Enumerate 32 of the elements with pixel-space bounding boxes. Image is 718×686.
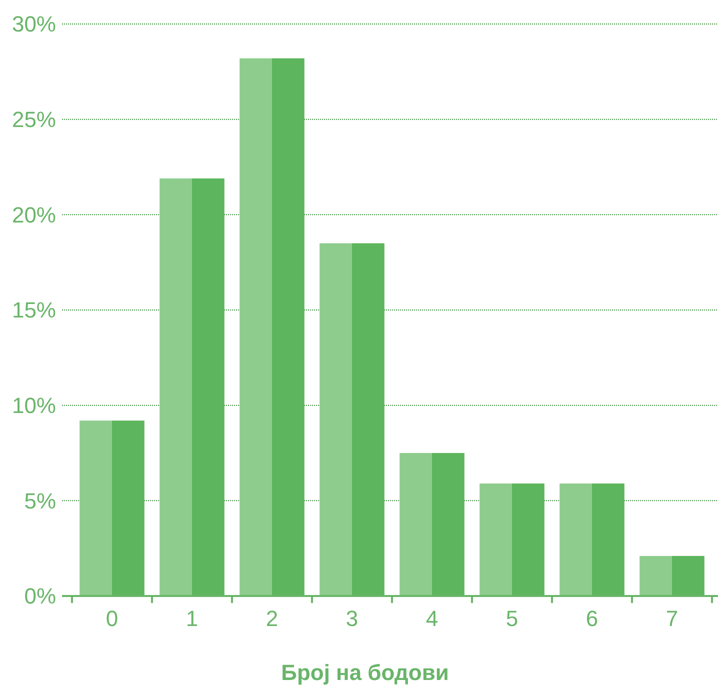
- x-tick-label: 7: [666, 606, 678, 631]
- bar: [320, 243, 352, 596]
- bar: [512, 484, 544, 596]
- x-tick-label: 4: [426, 606, 438, 631]
- bar: [432, 453, 464, 596]
- bar: [592, 484, 624, 596]
- y-tick-label: 15%: [12, 298, 56, 323]
- bar: [240, 58, 272, 596]
- bar: [672, 556, 704, 596]
- x-axis-title: Број на бодови: [281, 660, 449, 685]
- bar: [112, 420, 144, 596]
- bar: [272, 58, 304, 596]
- y-tick-label: 30%: [12, 12, 56, 37]
- y-tick-label: 0%: [24, 584, 56, 609]
- bar: [640, 556, 672, 596]
- bar: [352, 243, 384, 596]
- bar: [192, 178, 224, 596]
- bar: [400, 453, 432, 596]
- bar: [160, 178, 192, 596]
- bar: [480, 484, 512, 596]
- x-tick-label: 3: [346, 606, 358, 631]
- y-tick-label: 5%: [24, 488, 56, 514]
- y-tick-label: 25%: [12, 107, 56, 132]
- x-tick-label: 5: [506, 606, 518, 631]
- y-tick-label: 10%: [12, 393, 56, 418]
- x-tick-label: 2: [266, 606, 278, 631]
- x-tick-label: 0: [106, 606, 118, 631]
- bar: [560, 484, 592, 596]
- x-tick-label: 1: [186, 606, 198, 631]
- bar: [80, 420, 112, 596]
- y-tick-label: 20%: [12, 202, 56, 228]
- x-tick-label: 6: [586, 606, 598, 631]
